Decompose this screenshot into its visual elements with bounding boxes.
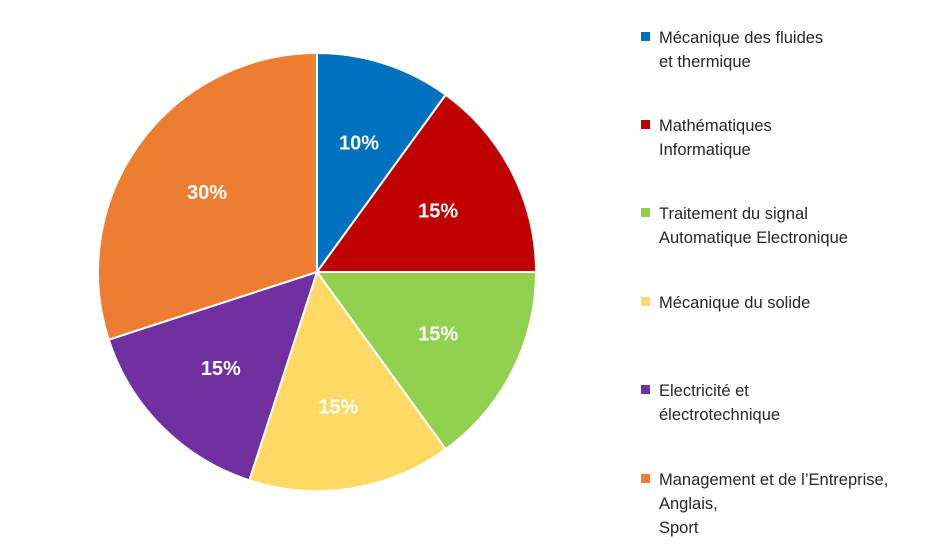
legend-swatch	[641, 385, 650, 394]
legend-item-signal-processing: Traitement du signal Automatique Electro…	[641, 202, 848, 250]
data-label: 15%	[201, 358, 241, 380]
data-label: 15%	[418, 200, 458, 222]
legend-item-fluid-mechanics: Mécanique des fluides et thermique	[641, 26, 823, 74]
data-label: 10%	[339, 133, 379, 155]
pie-slice-mathematiques	[315, 93, 538, 273]
data-label: 15%	[418, 324, 458, 346]
legend-label: Mécanique du solide	[659, 294, 811, 312]
legend-item-mathematics: Mathématiques Informatique	[641, 114, 772, 162]
data-label: 30%	[187, 182, 227, 204]
legend-swatch	[641, 32, 650, 41]
legend-label: Management et de l’Entreprise, Anglais, …	[659, 471, 889, 537]
legend-item-solid-mechanics: Mécanique du solide	[641, 291, 810, 315]
legend-swatch	[641, 120, 650, 129]
legend-item-management: Management et de l’Entreprise, Anglais, …	[641, 468, 888, 540]
pie-chart: 10% 15% 15% 15% 15% 30%	[97, 51, 538, 492]
legend: Mécanique des fluides et thermique Mathé…	[641, 0, 941, 544]
legend-label: Traitement du signal Automatique Electro…	[659, 205, 848, 247]
legend-swatch	[641, 208, 650, 217]
legend-label: Mathématiques Informatique	[659, 117, 772, 159]
legend-swatch	[641, 474, 650, 483]
legend-label: Mécanique des fluides et thermique	[659, 29, 824, 71]
pie-slice-mecanique-des-fluides	[316, 51, 448, 276]
legend-item-electricity: Electricité et électrotechnique	[641, 379, 780, 427]
pie-slice-electricite-et	[107, 270, 319, 482]
pie-slice-traitement-du-signal	[315, 271, 538, 451]
pie-slice-management-et-de-l-entreprise	[97, 51, 318, 341]
legend-label: Electricité et électrotechnique	[659, 382, 781, 424]
pie-slice-mecanique-du-solide	[248, 269, 448, 492]
legend-swatch	[641, 297, 650, 306]
data-label: 15%	[318, 396, 358, 418]
